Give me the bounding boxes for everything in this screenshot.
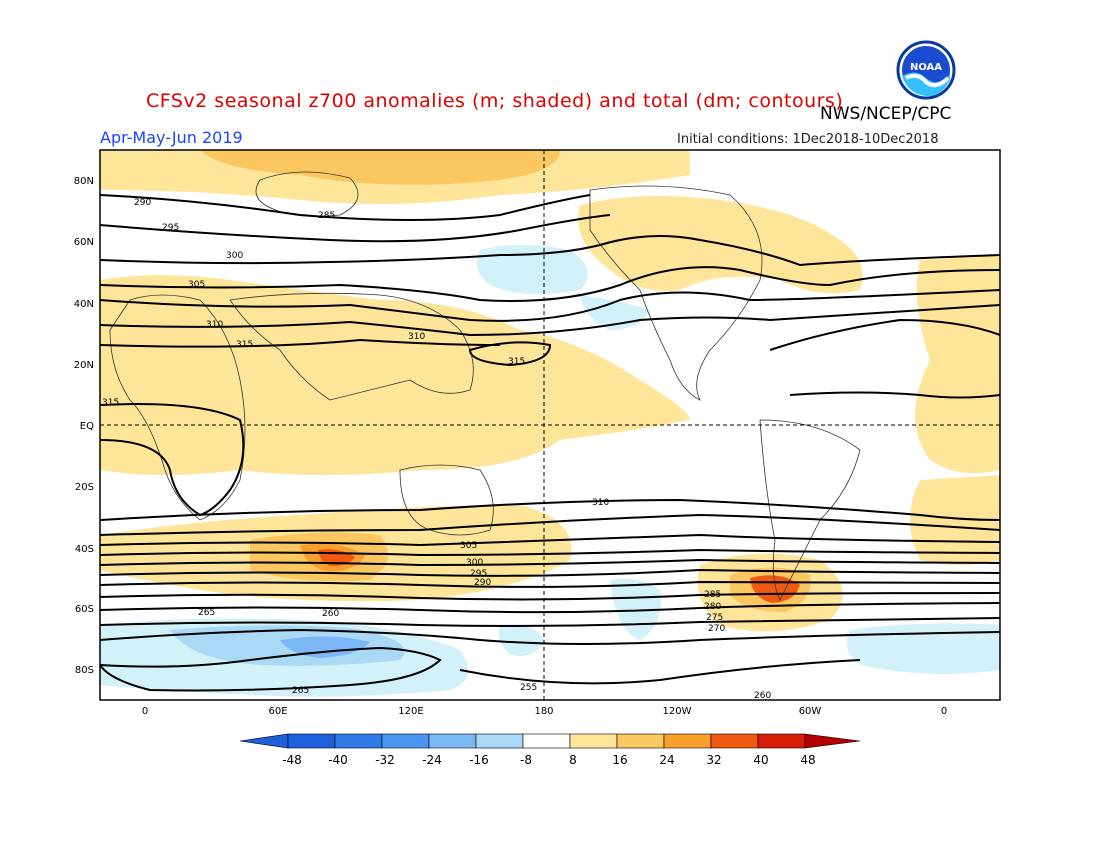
contour-label: 260 — [322, 609, 339, 619]
lat-label: 60N — [74, 237, 94, 248]
colorbar-label: 32 — [706, 753, 721, 767]
height-contours — [100, 194, 1000, 692]
lat-label: 20S — [75, 482, 94, 493]
colorbar-cell — [663, 733, 712, 749]
contour-label: 300 — [226, 251, 243, 261]
reference-lines — [100, 150, 1000, 700]
initial-conditions-label: Initial conditions: 1Dec2018-10Dec2018 — [677, 132, 939, 147]
contour-label: 265 — [292, 686, 309, 696]
colorbar-label: 8 — [569, 753, 577, 767]
contour-label: 295 — [162, 223, 179, 233]
contour-label: 265 — [198, 608, 215, 618]
lat-label: 80N — [74, 176, 94, 187]
season-label: Apr-May-Jun 2019 — [100, 128, 243, 147]
colorbar-cell — [616, 733, 665, 749]
colorbar-arrow-right — [804, 733, 861, 749]
contour-label: 300 — [466, 558, 483, 568]
colorbar-label: -32 — [375, 753, 395, 767]
colorbar-cell — [334, 733, 383, 749]
contour-label: 260 — [754, 691, 771, 701]
contour-label: 310 — [592, 498, 609, 508]
lat-label: EQ — [80, 421, 94, 432]
lat-label: 40S — [75, 544, 94, 555]
lon-label: 0 — [142, 706, 148, 717]
colorbar-label: -16 — [469, 753, 489, 767]
colorbar-cell — [757, 733, 806, 749]
lat-label: 40N — [74, 299, 94, 310]
colorbar-label: -8 — [520, 753, 532, 767]
colorbar-cell — [381, 733, 430, 749]
contour-label: 310 — [206, 320, 223, 330]
colorbar-label: 40 — [753, 753, 768, 767]
colorbar-cell — [522, 733, 571, 749]
colorbar-label: -48 — [282, 753, 302, 767]
colorbar-cell — [287, 733, 336, 749]
contour-label: 305 — [460, 541, 477, 551]
colorbar-label: 48 — [800, 753, 815, 767]
contour-label: 285 — [704, 590, 721, 600]
map-frame — [99, 149, 1001, 701]
contour-label: 275 — [706, 613, 723, 623]
colorbar-labels: -48 -40 -32 -24 -16 -8 8 16 24 32 40 48 — [282, 753, 815, 767]
contour-label: 280 — [704, 602, 721, 612]
colorbar-label: 16 — [612, 753, 627, 767]
colorbar-arrow-left — [239, 733, 289, 749]
contour-label: 270 — [708, 624, 725, 634]
contour-label: 315 — [236, 340, 253, 350]
colorbar-label: 24 — [659, 753, 674, 767]
lon-label: 60W — [799, 706, 822, 717]
lon-label: 120E — [398, 706, 423, 717]
noaa-logo: NOAA — [896, 40, 956, 100]
lon-label: 120W — [663, 706, 692, 717]
contour-label: 290 — [134, 198, 151, 208]
noaa-logo-text: NOAA — [910, 62, 942, 73]
contour-label: 255 — [520, 683, 537, 693]
lon-label: 180 — [534, 706, 553, 717]
colorbar-cell — [710, 733, 759, 749]
lat-label: 60S — [75, 604, 94, 615]
contour-label: 315 — [102, 398, 119, 408]
colorbar-cell — [475, 733, 524, 749]
chart-title: CFSv2 seasonal z700 anomalies (m; shaded… — [146, 90, 844, 112]
contour-label: 315 — [508, 357, 525, 367]
contour-label: 285 — [318, 211, 335, 221]
colorbar-label: -40 — [328, 753, 348, 767]
contour-label: 310 — [408, 332, 425, 342]
lon-label: 60E — [268, 706, 287, 717]
agency-label: NWS/NCEP/CPC — [820, 104, 952, 124]
colorbar-cell — [428, 733, 477, 749]
lon-label: 0 — [941, 706, 947, 717]
colorbar — [239, 733, 861, 749]
contour-labels: 290 285 295 300 305 310 315 310 315 315 … — [102, 198, 771, 701]
lat-label: 80S — [75, 665, 94, 676]
coastlines — [109, 171, 861, 601]
axis-labels: 80N 60N 40N 20N EQ 20S 40S 60S 80S 0 60E… — [74, 176, 947, 717]
colorbar-cell — [569, 733, 618, 749]
contour-label: 290 — [474, 578, 491, 588]
colorbar-label: -24 — [422, 753, 442, 767]
contour-label: 305 — [188, 280, 205, 290]
lat-label: 20N — [74, 360, 94, 371]
contour-label: 295 — [470, 569, 487, 579]
